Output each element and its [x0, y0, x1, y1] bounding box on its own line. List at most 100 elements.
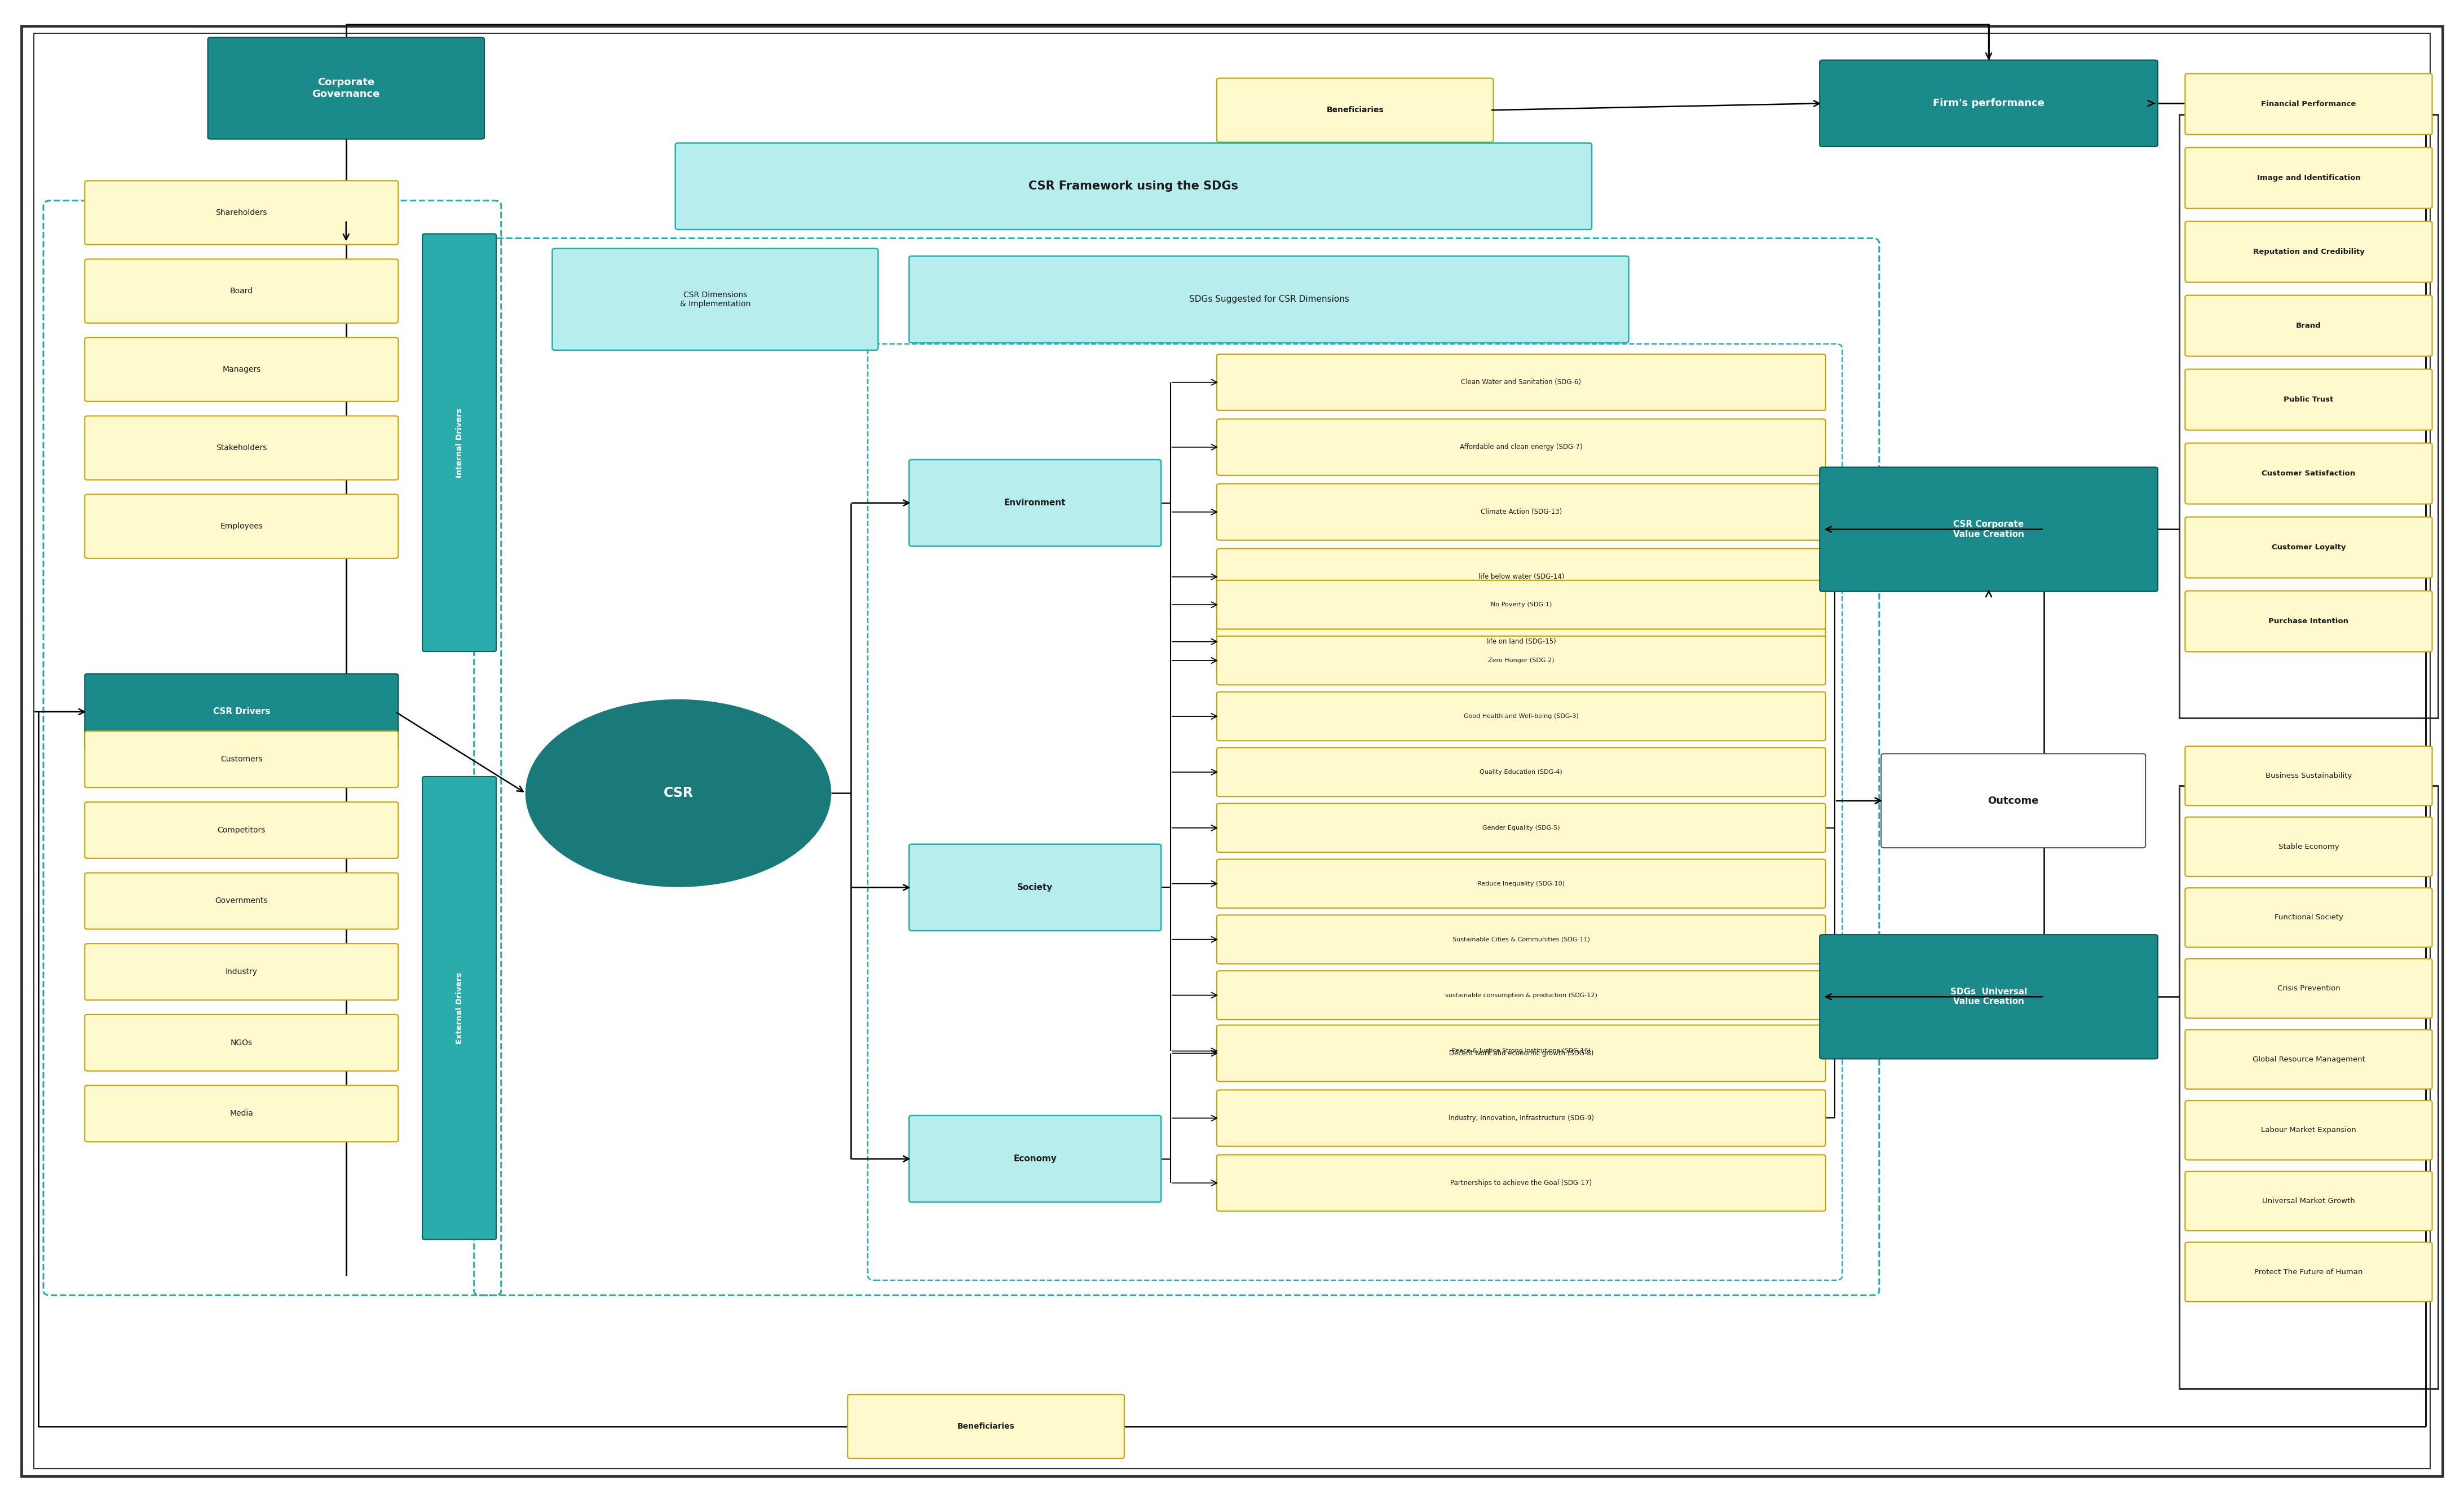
Text: Zero Hunger (SDG 2): Zero Hunger (SDG 2) — [1488, 657, 1555, 663]
FancyBboxPatch shape — [1880, 754, 2146, 848]
FancyBboxPatch shape — [909, 1115, 1161, 1203]
Text: Media: Media — [229, 1109, 254, 1118]
FancyBboxPatch shape — [1217, 354, 1826, 411]
Text: Functional Society: Functional Society — [2274, 914, 2343, 922]
FancyBboxPatch shape — [848, 1395, 1124, 1458]
Text: Shareholders: Shareholders — [217, 209, 266, 216]
Text: Beneficiaries: Beneficiaries — [1326, 106, 1385, 115]
Text: CSR Dimensions
& Implementation: CSR Dimensions & Implementation — [680, 290, 752, 308]
FancyBboxPatch shape — [84, 944, 399, 1000]
Text: Partnerships to achieve the Goal (SDG-17): Partnerships to achieve the Goal (SDG-17… — [1451, 1179, 1592, 1186]
Text: External Drivers: External Drivers — [456, 972, 463, 1044]
Text: Gender Equality (SDG-5): Gender Equality (SDG-5) — [1483, 825, 1560, 831]
Text: Stakeholders: Stakeholders — [217, 444, 266, 452]
Circle shape — [525, 700, 830, 887]
Text: sustainable consumption & production (SDG-12): sustainable consumption & production (SD… — [1444, 993, 1597, 999]
FancyBboxPatch shape — [552, 248, 877, 351]
Text: Quality Education (SDG-4): Quality Education (SDG-4) — [1481, 769, 1562, 775]
Text: Business Sustainability: Business Sustainability — [2264, 772, 2351, 780]
Text: Society: Society — [1018, 884, 1052, 891]
Text: Global Resource Management: Global Resource Management — [2252, 1056, 2365, 1064]
FancyBboxPatch shape — [84, 731, 399, 787]
FancyBboxPatch shape — [421, 777, 495, 1239]
Text: Beneficiaries: Beneficiaries — [956, 1422, 1015, 1431]
FancyBboxPatch shape — [2186, 1171, 2432, 1231]
Text: Universal Market Growth: Universal Market Growth — [2262, 1197, 2356, 1204]
Text: Brand: Brand — [2296, 322, 2321, 329]
FancyBboxPatch shape — [1217, 1026, 1826, 1076]
Text: No Poverty (SDG-1): No Poverty (SDG-1) — [1491, 601, 1552, 607]
FancyBboxPatch shape — [1217, 972, 1826, 1020]
FancyBboxPatch shape — [1217, 916, 1826, 964]
FancyBboxPatch shape — [84, 873, 399, 929]
FancyBboxPatch shape — [207, 38, 485, 139]
FancyBboxPatch shape — [2186, 222, 2432, 283]
FancyBboxPatch shape — [2186, 443, 2432, 505]
FancyBboxPatch shape — [1217, 860, 1826, 908]
Text: Protect The Future of Human: Protect The Future of Human — [2255, 1268, 2363, 1275]
FancyBboxPatch shape — [84, 802, 399, 858]
FancyBboxPatch shape — [84, 181, 399, 245]
FancyBboxPatch shape — [1818, 935, 2158, 1059]
Text: Purchase Intention: Purchase Intention — [2269, 618, 2348, 626]
Text: SDGs  Universal
Value Creation: SDGs Universal Value Creation — [1951, 988, 2028, 1006]
Text: Managers: Managers — [222, 366, 261, 373]
Text: Outcome: Outcome — [1988, 796, 2038, 805]
Text: Industry, Innovation, Infrastructure (SDG-9): Industry, Innovation, Infrastructure (SD… — [1449, 1115, 1594, 1121]
FancyBboxPatch shape — [2186, 591, 2432, 651]
FancyBboxPatch shape — [1217, 804, 1826, 852]
Text: Environment: Environment — [1005, 499, 1067, 508]
FancyBboxPatch shape — [1818, 467, 2158, 591]
FancyBboxPatch shape — [2186, 148, 2432, 209]
Text: Reputation and Credibility: Reputation and Credibility — [2252, 248, 2365, 255]
Text: CSR: CSR — [663, 786, 692, 799]
Text: Customers: Customers — [219, 756, 264, 763]
FancyBboxPatch shape — [1217, 580, 1826, 629]
FancyBboxPatch shape — [909, 255, 1629, 343]
Text: Decent work and economic growth (SDG-8): Decent work and economic growth (SDG-8) — [1449, 1050, 1594, 1058]
Bar — [2181, 115, 2437, 718]
Bar — [2181, 786, 2437, 1389]
Text: CSR Drivers: CSR Drivers — [212, 707, 271, 716]
Text: Corporate
Governance: Corporate Governance — [313, 77, 379, 100]
FancyBboxPatch shape — [84, 674, 399, 749]
FancyBboxPatch shape — [2186, 74, 2432, 134]
Text: Board: Board — [229, 287, 254, 295]
FancyBboxPatch shape — [1217, 636, 1826, 684]
FancyBboxPatch shape — [909, 845, 1161, 931]
FancyBboxPatch shape — [84, 416, 399, 480]
FancyBboxPatch shape — [2186, 369, 2432, 431]
Text: Affordable and clean energy (SDG-7): Affordable and clean energy (SDG-7) — [1459, 443, 1582, 450]
Text: Sustainable Cities & Communities (SDG-11): Sustainable Cities & Communities (SDG-11… — [1451, 937, 1589, 943]
Text: Public Trust: Public Trust — [2284, 396, 2333, 403]
Text: Customer Satisfaction: Customer Satisfaction — [2262, 470, 2356, 477]
FancyBboxPatch shape — [675, 144, 1592, 230]
Text: Crisis Prevention: Crisis Prevention — [2277, 985, 2341, 993]
Text: CSR Corporate
Value Creation: CSR Corporate Value Creation — [1954, 520, 2025, 538]
Text: Stable Economy: Stable Economy — [2279, 843, 2338, 851]
FancyBboxPatch shape — [2186, 959, 2432, 1018]
Text: Labour Market Expansion: Labour Market Expansion — [2262, 1127, 2356, 1133]
Text: NGOs: NGOs — [232, 1038, 251, 1047]
FancyBboxPatch shape — [2186, 1242, 2432, 1301]
FancyBboxPatch shape — [2186, 517, 2432, 577]
FancyBboxPatch shape — [1217, 419, 1826, 476]
FancyBboxPatch shape — [84, 1014, 399, 1071]
FancyBboxPatch shape — [909, 459, 1161, 545]
FancyBboxPatch shape — [2186, 746, 2432, 805]
FancyBboxPatch shape — [1217, 748, 1826, 796]
FancyBboxPatch shape — [2186, 1029, 2432, 1089]
Text: Economy: Economy — [1013, 1154, 1057, 1163]
FancyBboxPatch shape — [1217, 1089, 1826, 1147]
Text: Reduce Inequality (SDG-10): Reduce Inequality (SDG-10) — [1478, 881, 1565, 887]
Text: Customer Loyalty: Customer Loyalty — [2272, 544, 2346, 552]
FancyBboxPatch shape — [1217, 692, 1826, 740]
Text: CSR Framework using the SDGs: CSR Framework using the SDGs — [1027, 181, 1239, 192]
Text: Climate Action (SDG-13): Climate Action (SDG-13) — [1481, 508, 1562, 515]
Text: life below water (SDG-14): life below water (SDG-14) — [1478, 573, 1565, 580]
FancyBboxPatch shape — [1217, 1154, 1826, 1212]
Text: Financial Performance: Financial Performance — [2262, 100, 2356, 107]
FancyBboxPatch shape — [1217, 79, 1493, 142]
FancyBboxPatch shape — [2186, 888, 2432, 947]
FancyBboxPatch shape — [1217, 613, 1826, 669]
